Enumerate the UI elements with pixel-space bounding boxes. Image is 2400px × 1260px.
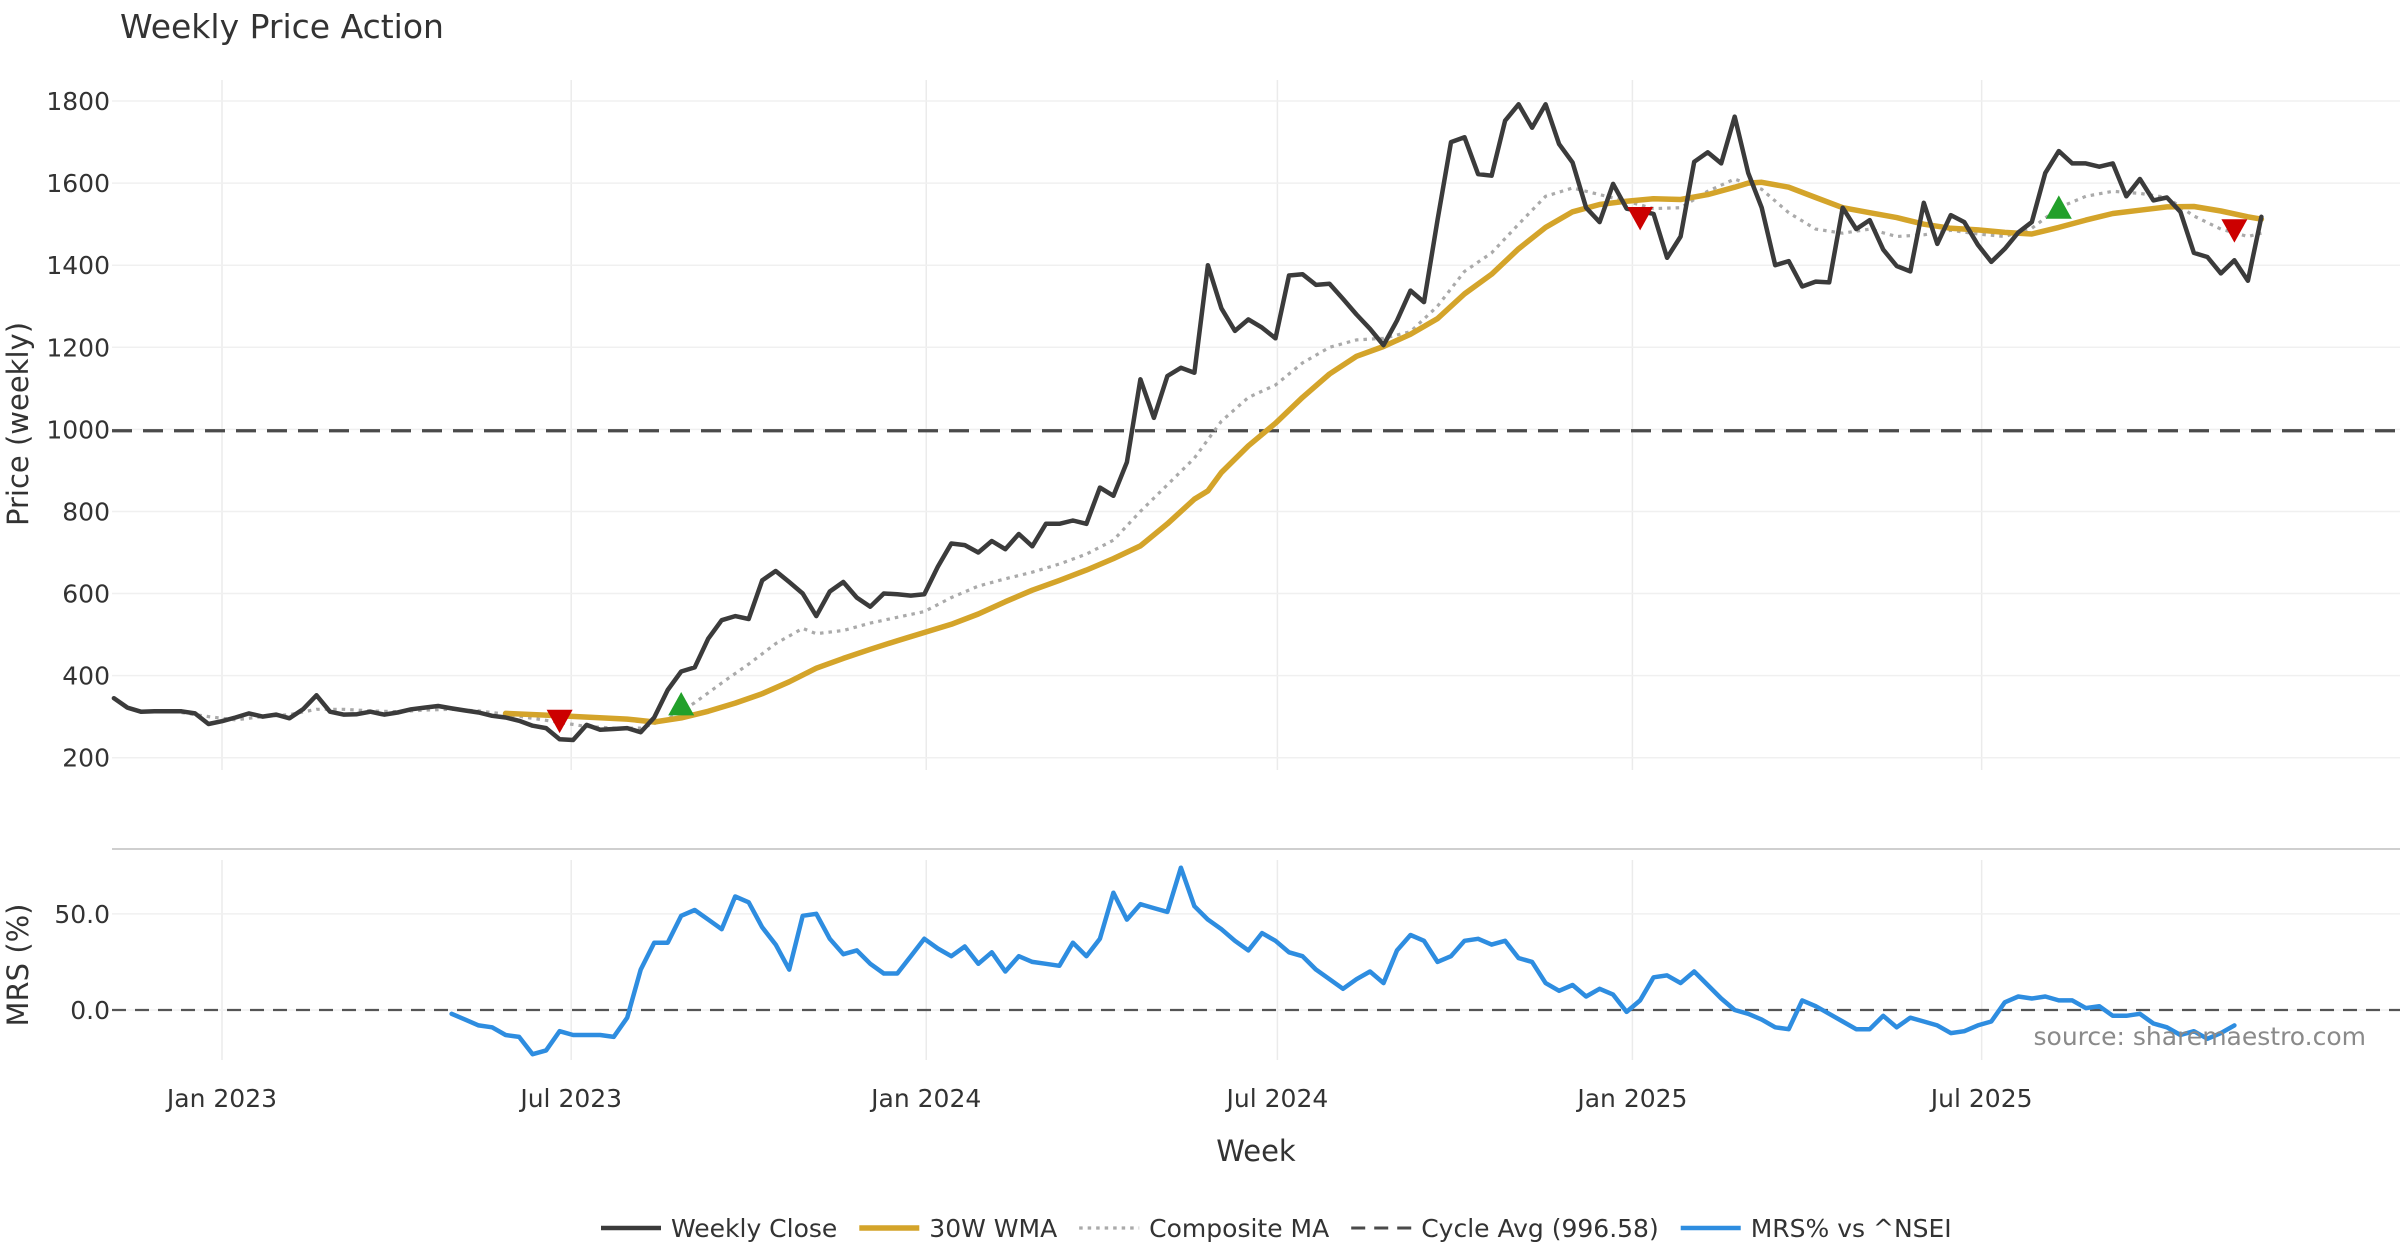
x-axis: Jan 2023 Jul 2023 Jan 2024 Jul 2024 Jan 2025… [165, 1084, 2033, 1113]
weekly-close-line [111, 102, 2264, 743]
reference-lines [112, 429, 2400, 1012]
y-tick-label: 1200 [46, 333, 110, 362]
signal-markers [546, 195, 2248, 734]
y-tick-label: 600 [62, 580, 110, 609]
y-tick-label: 0.0 [70, 996, 110, 1025]
mrs-vs-nsei-line [449, 865, 2237, 1057]
x-tick-label: Jul 2025 [1929, 1084, 2033, 1113]
price-y-axis-label: Price (weekly) [1, 322, 35, 526]
x-tick-label: Jan 2024 [869, 1084, 981, 1113]
30w-wma-line [502, 179, 2265, 725]
y-tick-label: 1000 [46, 415, 110, 444]
legend-label: 30W WMA [929, 1214, 1057, 1243]
mrs-y-axis-label: MRS (%) [1, 904, 35, 1027]
buy-signal-marker [2045, 195, 2072, 219]
legend-label: MRS% vs ^NSEI [1751, 1214, 1952, 1243]
sell-signal-marker [546, 709, 573, 734]
y-tick-label: 1400 [46, 251, 110, 280]
chart-title: Weekly Price Action [120, 7, 444, 46]
x-tick-label: Jul 2023 [518, 1084, 622, 1113]
legend-label: Cycle Avg (996.58) [1421, 1214, 1659, 1243]
sell-signal-marker [1627, 206, 1654, 231]
y-tick-label: 200 [62, 744, 110, 773]
y-tick-label: 800 [62, 497, 110, 526]
series-lines [111, 102, 2265, 1057]
y-tick-label: 1600 [46, 169, 110, 198]
x-tick-label: Jan 2023 [165, 1084, 277, 1113]
price-y-axis: 200 400 600 800 1000 1200 1400 1600 1800 [46, 87, 110, 773]
x-tick-label: Jan 2025 [1575, 1084, 1687, 1113]
composite-ma-line [181, 177, 2262, 730]
x-tick-label: Jul 2024 [1225, 1084, 1329, 1113]
y-tick-label: 400 [62, 662, 110, 691]
sell-signal-marker [2221, 219, 2248, 243]
y-tick-label: 1800 [46, 87, 110, 116]
price-grid [112, 80, 2400, 770]
mrs-y-axis: 0.0 50.0 [54, 900, 110, 1025]
x-axis-label: Week [1216, 1134, 1296, 1168]
buy-signal-marker [668, 691, 695, 716]
legend-label: Composite MA [1149, 1214, 1329, 1243]
legend-label: Weekly Close [671, 1214, 837, 1243]
legend: Weekly Close 30W WMA Composite MA Cycle Avg… [601, 1214, 1952, 1243]
source-note: source: sharemaestro.com [2034, 1022, 2367, 1051]
y-tick-label: 50.0 [54, 900, 110, 929]
